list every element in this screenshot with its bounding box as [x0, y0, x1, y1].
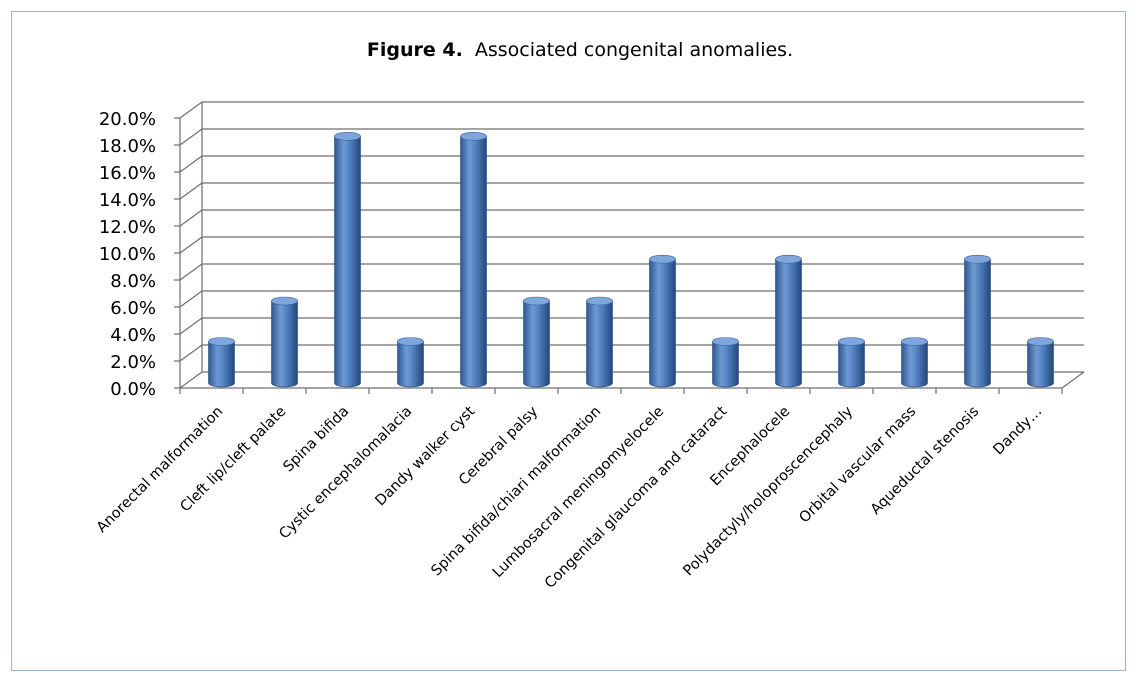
bar — [523, 296, 550, 388]
y-tick-label: 2.0% — [110, 352, 156, 373]
gridline — [179, 101, 1084, 119]
y-tick-label: 0.0% — [110, 379, 156, 400]
x-tick-label: Aqueductal stenosis — [868, 404, 982, 518]
gridline — [179, 236, 1084, 254]
x-tick-label: Cystic encephalomalacia — [276, 404, 415, 543]
gridline — [179, 209, 1084, 227]
x-tick-label: Dandy… — [991, 404, 1046, 459]
chart-title-prefix: Figure 4. — [367, 39, 463, 61]
bar — [334, 132, 361, 388]
x-tick-label: Cleft lip/cleft palate — [178, 403, 290, 515]
gridline — [179, 344, 1084, 362]
x-tick-label: Spina bifida — [281, 404, 353, 476]
gridline — [179, 128, 1084, 146]
y-tick-label: 20.0% — [99, 109, 156, 130]
gridline — [179, 290, 1084, 308]
y-tick-label: 10.0% — [99, 244, 156, 265]
gridline — [179, 317, 1084, 335]
bar — [838, 337, 865, 388]
axes — [174, 102, 1085, 394]
gridline — [179, 371, 1084, 389]
chart-title-text: Associated congenital anomalies. — [475, 39, 793, 61]
bar — [208, 337, 235, 388]
gridline — [179, 182, 1084, 200]
x-axis — [180, 371, 1085, 389]
bar — [901, 337, 928, 388]
bar — [964, 254, 991, 388]
figure-frame — [11, 11, 1126, 671]
y-tick-label: 8.0% — [110, 271, 156, 292]
gridlines — [179, 101, 1084, 389]
gridline — [179, 155, 1084, 173]
x-tick-label: Anorectal malformation — [94, 404, 226, 536]
y-tick-label: 18.0% — [99, 136, 156, 157]
bar — [397, 337, 424, 388]
bar — [460, 132, 487, 388]
bar — [1027, 337, 1054, 388]
bars — [208, 132, 1054, 388]
y-tick-label: 14.0% — [99, 190, 156, 211]
y-tick-labels: 0.0% 2.0% 4.0% 6.0% 8.0% 10.0% 12.0% 14.0% 16.0%… — [99, 109, 156, 400]
gridline — [179, 263, 1084, 281]
y-tick-label: 4.0% — [110, 325, 156, 346]
y-tick-label: 16.0% — [99, 163, 156, 184]
y-tick-label: 6.0% — [110, 298, 156, 319]
bar — [586, 296, 613, 388]
chart-title: Figure 4. Associated congenital anomalie… — [367, 39, 793, 61]
x-tick-label: Orbital vascular mass — [797, 404, 920, 527]
y-tick-label: 12.0% — [99, 217, 156, 238]
bar — [775, 254, 802, 388]
bar — [649, 254, 676, 388]
bar — [271, 296, 298, 388]
bar — [712, 337, 739, 388]
